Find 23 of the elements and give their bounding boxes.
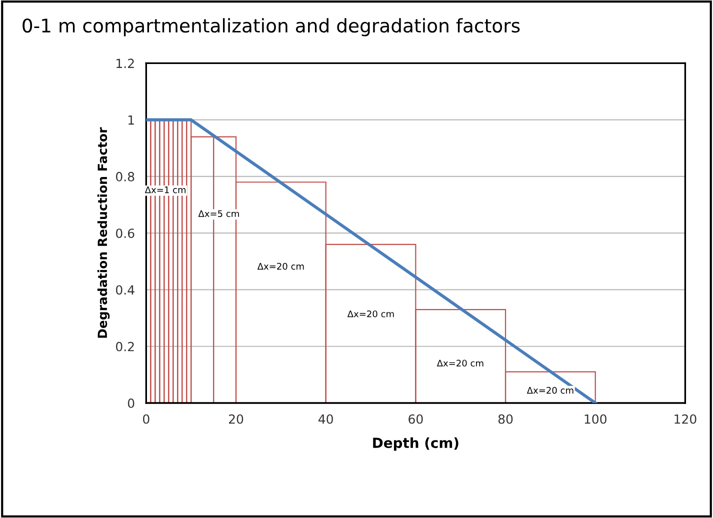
y-tick-label: 0 <box>128 398 134 408</box>
y-tick-label: 1.2 <box>116 58 134 68</box>
x-tick-label: 20 <box>228 414 244 424</box>
chart-title: 0-1 m compartmentalization and degradation factors <box>22 18 520 36</box>
x-tick-label: 80 <box>498 414 513 424</box>
x-tick-label: 60 <box>408 414 423 424</box>
x-tick-label: 100 <box>584 414 606 424</box>
x-tick-label: 40 <box>318 414 333 424</box>
annotation: Δx=20 cm <box>347 310 394 318</box>
y-tick-label: 0.6 <box>116 228 134 238</box>
y-tick-label: 1 <box>128 115 134 125</box>
x-tick-label: 120 <box>674 414 696 424</box>
x-axis-title: Depth (cm) <box>373 437 458 451</box>
y-tick-label: 0.4 <box>116 285 134 295</box>
y-tick-label: 0.2 <box>116 342 134 352</box>
annotation: Δx=20 cm <box>436 360 484 367</box>
annotation: Δx=1 cm <box>144 186 186 194</box>
annotation: Δx=20 cm <box>526 386 574 394</box>
annotation: Δx=20 cm <box>257 262 304 270</box>
x-tick-label: 0 <box>143 414 150 424</box>
annotation: Δx=5 cm <box>198 210 239 218</box>
y-axis-title: Degradation Reduction Factor <box>97 127 110 338</box>
y-tick-label: 0.8 <box>116 172 134 182</box>
